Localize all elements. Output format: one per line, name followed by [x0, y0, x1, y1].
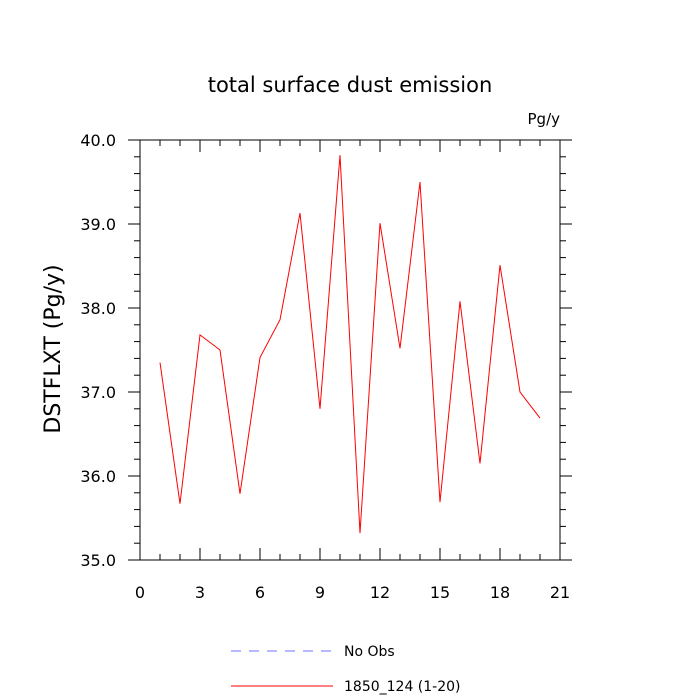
- x-tick-label: 0: [135, 583, 145, 602]
- axis-ticks: [128, 139, 572, 561]
- series-line: [159, 155, 541, 534]
- x-tick-label: 6: [255, 583, 265, 602]
- units-label: Pg/y: [528, 110, 561, 128]
- x-tick-label: 18: [490, 583, 510, 602]
- y-axis-label: DSTFLXT (Pg/y): [41, 264, 66, 433]
- chart-title: total surface dust emission: [208, 73, 493, 97]
- legend-label: No Obs: [344, 644, 395, 660]
- legend-label: 1850_124 (1-20): [344, 679, 461, 695]
- y-tick-label: 36.0: [80, 467, 116, 486]
- y-tick-label: 38.0: [80, 299, 116, 318]
- x-tick-label: 21: [550, 583, 570, 602]
- y-tick-label: 37.0: [80, 383, 116, 402]
- plot-frame: [139, 139, 561, 561]
- x-tick-label: 12: [370, 583, 390, 602]
- x-tick-label: 9: [315, 583, 325, 602]
- x-tick-label: 3: [195, 583, 205, 602]
- series-layer: [159, 155, 541, 534]
- y-tick-label: 39.0: [80, 215, 116, 234]
- axis-tick-labels: 0 3 6 9 12 15 18 21 35.0 36.0 37.0 38.0 39.0 40.0: [80, 131, 570, 602]
- y-tick-label: 35.0: [80, 551, 116, 570]
- x-tick-label: 15: [430, 583, 450, 602]
- legend: No Obs 1850_124 (1-20): [231, 644, 461, 695]
- y-tick-label: 40.0: [80, 131, 116, 150]
